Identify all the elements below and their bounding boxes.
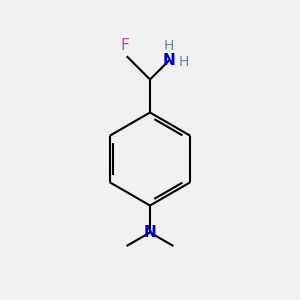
Text: F: F: [121, 38, 130, 52]
Text: N: N: [144, 225, 156, 240]
Text: H: H: [164, 39, 174, 53]
Text: N: N: [163, 53, 176, 68]
Text: H: H: [179, 55, 189, 69]
